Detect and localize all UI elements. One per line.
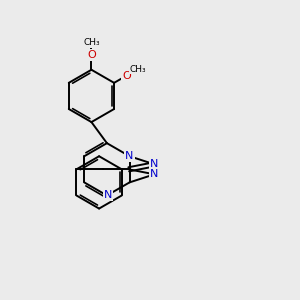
- Text: N: N: [104, 190, 112, 200]
- Text: N: N: [150, 169, 159, 179]
- Text: CH₃: CH₃: [83, 38, 100, 47]
- Text: O: O: [87, 50, 96, 60]
- Text: CH₃: CH₃: [130, 64, 146, 74]
- Text: O: O: [122, 70, 131, 81]
- Text: N: N: [125, 151, 134, 161]
- Text: N: N: [150, 159, 159, 169]
